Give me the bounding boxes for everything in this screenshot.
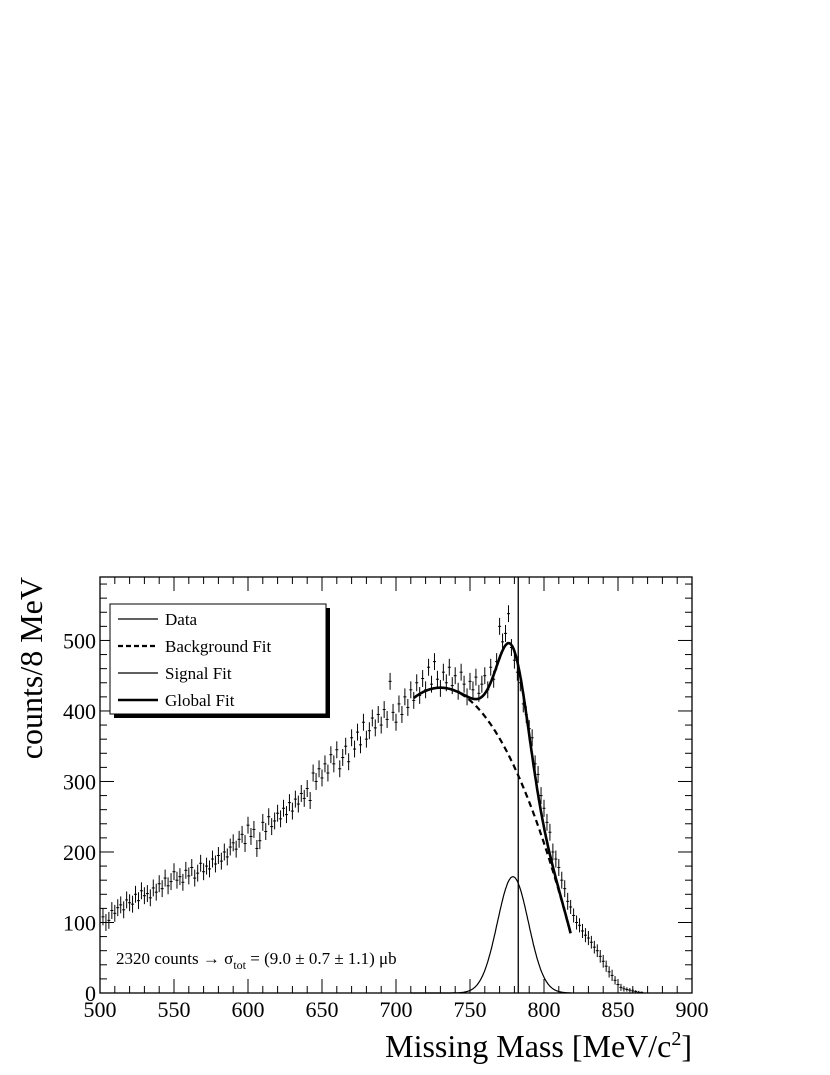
- x-tick-label: 900: [676, 997, 709, 1022]
- legend-label: Data: [165, 610, 198, 629]
- y-tick-label: 100: [63, 910, 96, 935]
- x-tick-label: 650: [306, 997, 339, 1022]
- y-tick-label: 300: [63, 769, 96, 794]
- x-tick-label: 550: [158, 997, 191, 1022]
- x-tick-label: 850: [602, 997, 635, 1022]
- data-points-layer: [101, 605, 644, 993]
- x-tick-label: 500: [84, 997, 117, 1022]
- x-tick-label: 750: [454, 997, 487, 1022]
- y-tick-label: 400: [63, 699, 96, 724]
- y-tick-label: 200: [63, 840, 96, 865]
- y-axis-title: counts/8 MeV: [13, 577, 49, 759]
- legend-entries: Data Background Fit Signal Fit Global Fit: [118, 610, 272, 710]
- legend-label: Background Fit: [165, 637, 272, 656]
- legend-box: [109, 603, 327, 715]
- x-tick-label: 700: [380, 997, 413, 1022]
- background-fit-curve: [413, 686, 572, 934]
- cross-section-annotation: 2320 counts → σtot = (9.0 ± 0.7 ± 1.1) μ…: [116, 949, 397, 972]
- legend-label: Signal Fit: [165, 664, 232, 683]
- annotation-prefix: 2320 counts → σ: [116, 949, 233, 968]
- annotation-subscript: tot: [233, 958, 246, 972]
- annotation-suffix: = (9.0 ± 0.7 ± 1.1) μb: [246, 949, 397, 968]
- x-axis-title-end: ]: [681, 1028, 692, 1064]
- x-axis-title-main: Missing Mass [MeV/c: [385, 1028, 671, 1064]
- y-tick-label: 500: [63, 628, 96, 653]
- y-tick-label: 0: [85, 981, 96, 1006]
- x-tick-label: 800: [528, 997, 561, 1022]
- axis-ticks-layer: 500 550 600 650 700 750 800 850 900 0 100 200 300 400…: [63, 577, 709, 1022]
- global-fit-curve: [412, 641, 572, 934]
- legend: Data Background Fit Signal Fit Global Fit: [109, 603, 330, 718]
- x-axis-title: Missing Mass [MeV/c2]: [385, 1028, 692, 1064]
- signal-fit-curve: [410, 876, 571, 994]
- legend-label: Global Fit: [165, 691, 235, 710]
- x-axis-title-sup: 2: [671, 1028, 681, 1050]
- x-tick-label: 600: [232, 997, 265, 1022]
